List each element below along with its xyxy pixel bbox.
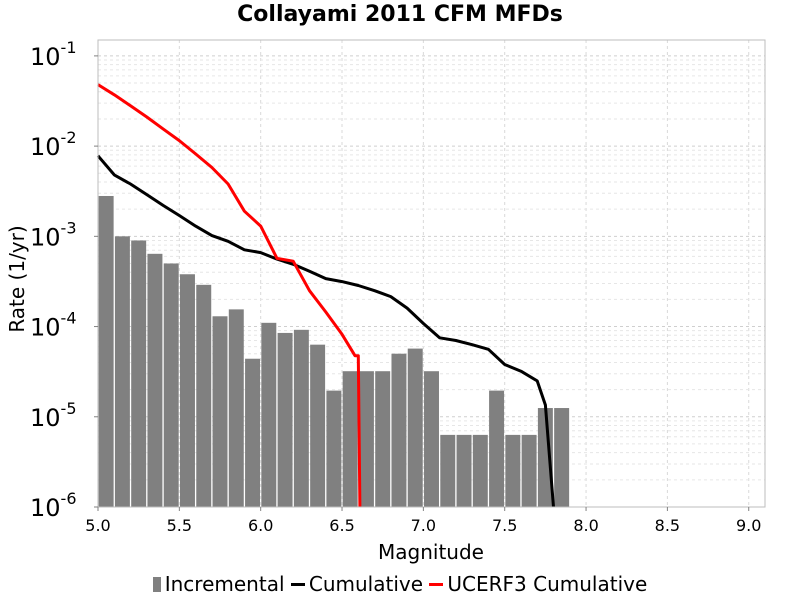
x-tick-label: 6.5: [329, 516, 354, 535]
ucerf3-cumulative-line: [97, 83, 362, 508]
x-tick-label: 8.5: [655, 516, 680, 535]
legend-label-cumulative: Cumulative: [308, 572, 424, 596]
incremental-bar: [293, 329, 309, 507]
x-axis-label: Magnitude: [378, 540, 484, 564]
incremental-bar: [375, 371, 391, 507]
cumulative-line: [96, 154, 555, 508]
x-tick-label: 5.5: [167, 516, 192, 535]
legend-swatch-incremental: [152, 577, 161, 592]
y-axis-ticks: 10-6 10-5 10-4 10-3 10-2 10-1: [30, 38, 98, 522]
incremental-bar: [424, 371, 439, 507]
incremental-bar: [407, 348, 423, 507]
incremental-bar: [196, 284, 212, 507]
incremental-bar: [163, 263, 179, 507]
incremental-bars: [98, 195, 570, 507]
incremental-bar: [212, 316, 228, 507]
incremental-bar: [228, 309, 244, 507]
legend-item-cumulative: Cumulative: [290, 572, 424, 596]
incremental-bar: [521, 434, 537, 507]
incremental-bar: [261, 322, 277, 507]
x-tick-label: 7.0: [411, 516, 436, 535]
y-axis-label: Rate (1/yr): [5, 225, 29, 332]
x-tick-label: 8.0: [573, 516, 598, 535]
incremental-bar: [277, 332, 293, 507]
incremental-bar: [98, 195, 114, 507]
incremental-bar: [554, 408, 570, 507]
incremental-bar: [456, 434, 472, 507]
x-axis-ticks: 5.0 5.5 6.0 6.5 7.0 7.5 8.0 8.5 9.0: [85, 507, 761, 535]
x-tick-label: 6.0: [248, 516, 273, 535]
incremental-bar: [147, 253, 163, 507]
incremental-bar: [472, 434, 488, 507]
incremental-bar: [505, 434, 521, 507]
y-tick-label: 10-5: [30, 399, 77, 432]
y-tick-label: 10-4: [30, 309, 77, 342]
legend-swatch-cumulative: [290, 583, 305, 586]
legend-label-ucerf3-cumulative: UCERF3 Cumulative: [447, 572, 648, 596]
y-tick-label: 10-2: [30, 128, 77, 161]
legend-swatch-ucerf3: [429, 583, 444, 586]
legend-item-incremental: Incremental: [152, 572, 285, 596]
incremental-bar: [310, 344, 326, 507]
x-tick-label: 5.0: [85, 516, 110, 535]
incremental-bar: [537, 408, 553, 507]
y-tick-label: 10-6: [30, 489, 77, 522]
y-tick-label: 10-3: [30, 218, 77, 251]
incremental-bar: [179, 274, 195, 507]
incremental-bar: [358, 371, 374, 507]
legend: Incremental Cumulative UCERF3 Cumulative: [0, 572, 800, 596]
incremental-bar: [131, 240, 147, 507]
incremental-bar: [114, 236, 130, 507]
x-tick-label: 9.0: [736, 516, 761, 535]
incremental-bar: [245, 358, 261, 507]
x-tick-label: 7.5: [492, 516, 517, 535]
incremental-bar: [440, 434, 456, 507]
incremental-bar: [342, 371, 358, 507]
legend-item-ucerf3-cumulative: UCERF3 Cumulative: [429, 572, 647, 596]
incremental-bar: [391, 353, 407, 507]
cumulative-lines: [96, 83, 555, 508]
y-tick-label: 10-1: [30, 38, 77, 71]
incremental-bar: [326, 390, 342, 507]
plot-border: [97, 39, 766, 508]
chart-title: Collayami 2011 CFM MFDs: [237, 2, 563, 27]
legend-label-incremental: Incremental: [164, 572, 285, 596]
incremental-bar: [489, 390, 505, 507]
